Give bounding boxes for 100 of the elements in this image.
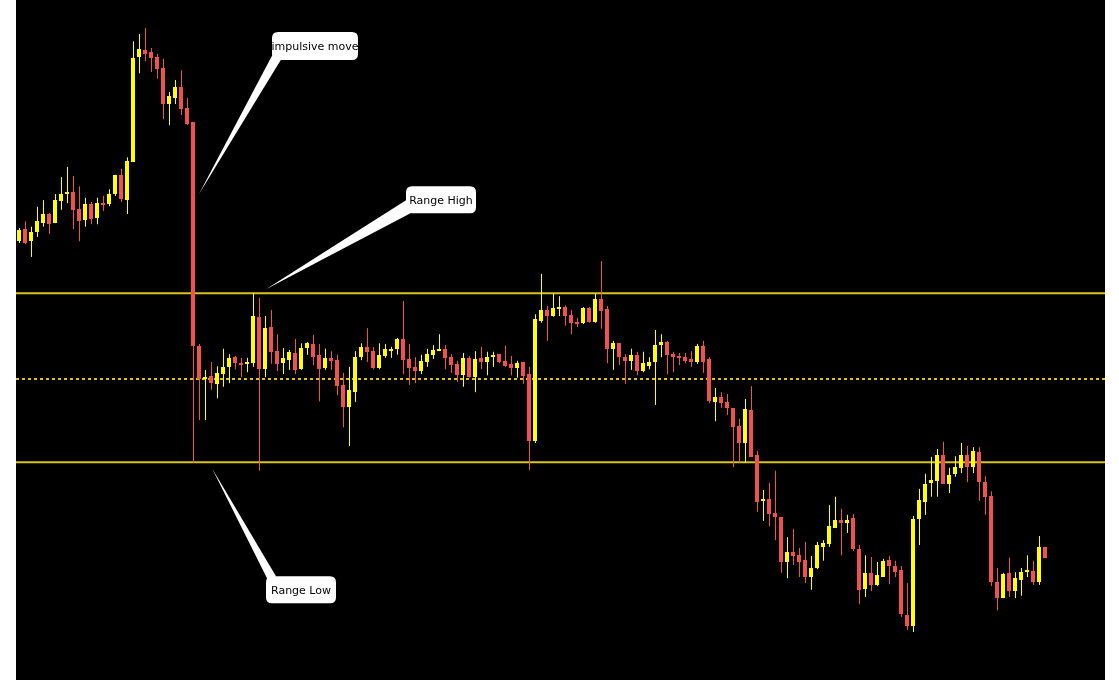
candlestick <box>449 353 453 374</box>
candlestick <box>695 343 699 365</box>
candlestick <box>155 53 159 80</box>
candlestick <box>863 554 867 598</box>
candlestick <box>821 539 825 562</box>
candlestick <box>611 340 615 371</box>
candlestick <box>275 333 279 372</box>
candlestick <box>173 79 177 105</box>
candlestick <box>809 555 813 591</box>
candlestick <box>737 418 741 463</box>
candlestick <box>545 305 549 342</box>
candlestick <box>29 226 33 258</box>
candlestick <box>659 333 663 358</box>
candlestick <box>869 556 873 592</box>
candlestick <box>227 353 231 384</box>
candlestick <box>41 199 45 228</box>
candlestick <box>905 582 909 631</box>
candlestick <box>731 407 735 468</box>
candlestick <box>965 445 969 483</box>
candlestick <box>845 514 849 534</box>
candlestick <box>971 446 975 474</box>
candlestick <box>467 355 471 379</box>
candlestick <box>839 508 843 556</box>
candlestick <box>773 470 777 541</box>
candlestick <box>221 348 225 388</box>
candlestick <box>983 475 987 516</box>
candlestick <box>407 343 411 386</box>
candlestick <box>1031 560 1035 586</box>
candlestick <box>623 353 627 385</box>
candlestick <box>53 193 57 224</box>
candlestick <box>1019 567 1023 597</box>
candlestick <box>371 346 375 370</box>
candlestick <box>797 547 801 578</box>
candlestick <box>401 300 405 375</box>
candlestick <box>455 360 459 383</box>
candlestick <box>653 329 657 406</box>
candlestick <box>293 338 297 375</box>
candlestick <box>995 567 999 611</box>
candlestick <box>83 197 87 228</box>
candlestick <box>143 27 147 62</box>
candlestick <box>701 340 705 374</box>
candlestick <box>599 260 603 330</box>
candlestick <box>71 175 75 230</box>
candlestick <box>503 345 507 368</box>
candlestick <box>791 528 795 566</box>
candlestick <box>59 176 63 211</box>
candlestick <box>209 361 213 391</box>
candlestick <box>419 354 423 375</box>
candlestick <box>167 91 171 126</box>
candlestick <box>413 356 417 384</box>
candlestick <box>347 366 351 447</box>
candlestick <box>287 349 291 371</box>
annotation: impulsive move <box>271 40 359 53</box>
candlestick <box>521 361 525 385</box>
candlestick <box>341 372 345 428</box>
candlestick <box>299 342 303 371</box>
candlestick <box>281 347 285 375</box>
candlestick <box>569 309 573 335</box>
candlestick <box>185 97 189 126</box>
candlestick <box>215 365 219 399</box>
candlestick <box>65 166 69 204</box>
candlestick <box>479 346 483 370</box>
candlestick <box>509 355 513 376</box>
candlestick <box>629 348 633 371</box>
candlestick <box>875 561 879 587</box>
candlestick <box>671 351 675 373</box>
candlestick <box>767 482 771 527</box>
candlestick <box>329 350 333 371</box>
candlestick <box>95 197 99 225</box>
candlestick <box>473 350 477 393</box>
candlestick <box>317 343 321 402</box>
candlestick <box>77 185 81 242</box>
candlestick <box>443 344 447 370</box>
candlestick <box>929 456 933 498</box>
candlestick <box>179 69 183 116</box>
candlestick <box>47 212 51 235</box>
candlestick <box>461 352 465 388</box>
candlestick <box>89 201 93 225</box>
candlestick <box>725 393 729 416</box>
candlestick <box>959 442 963 474</box>
candlestick <box>485 351 489 376</box>
candlestick <box>635 351 639 376</box>
candlestick <box>425 348 429 368</box>
candlestick <box>539 273 543 324</box>
candlestick <box>923 473 927 516</box>
candlestick <box>641 351 645 373</box>
candlestick <box>617 342 621 366</box>
candlestick <box>563 304 567 327</box>
candlestick <box>761 489 765 522</box>
candlestick <box>593 293 597 324</box>
candlestick <box>953 455 957 478</box>
candlestick <box>887 555 891 585</box>
candlestick <box>1025 554 1029 578</box>
annotation: Range High <box>409 193 473 207</box>
candlestick <box>323 348 327 371</box>
candlestick <box>1007 557 1011 598</box>
candlestick <box>119 168 123 203</box>
candlestick <box>557 295 561 317</box>
candlestick <box>203 369 207 421</box>
candlestick <box>665 340 669 375</box>
